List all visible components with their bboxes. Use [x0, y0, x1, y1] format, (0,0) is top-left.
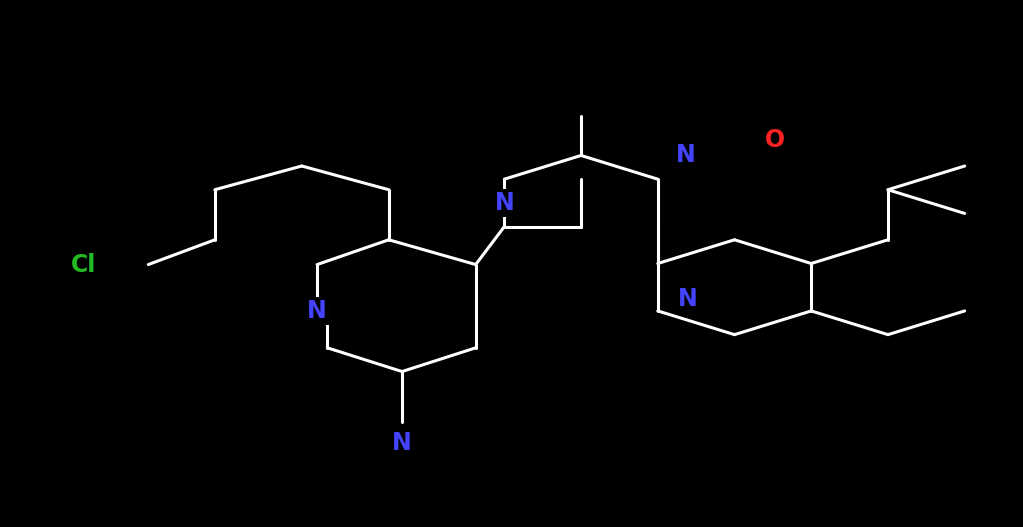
Text: N: N	[677, 287, 698, 311]
Text: N: N	[675, 143, 696, 168]
Text: N: N	[392, 431, 412, 455]
Text: N: N	[494, 191, 515, 215]
Text: Cl: Cl	[72, 252, 96, 277]
Text: N: N	[307, 299, 327, 323]
Text: O: O	[765, 128, 786, 152]
